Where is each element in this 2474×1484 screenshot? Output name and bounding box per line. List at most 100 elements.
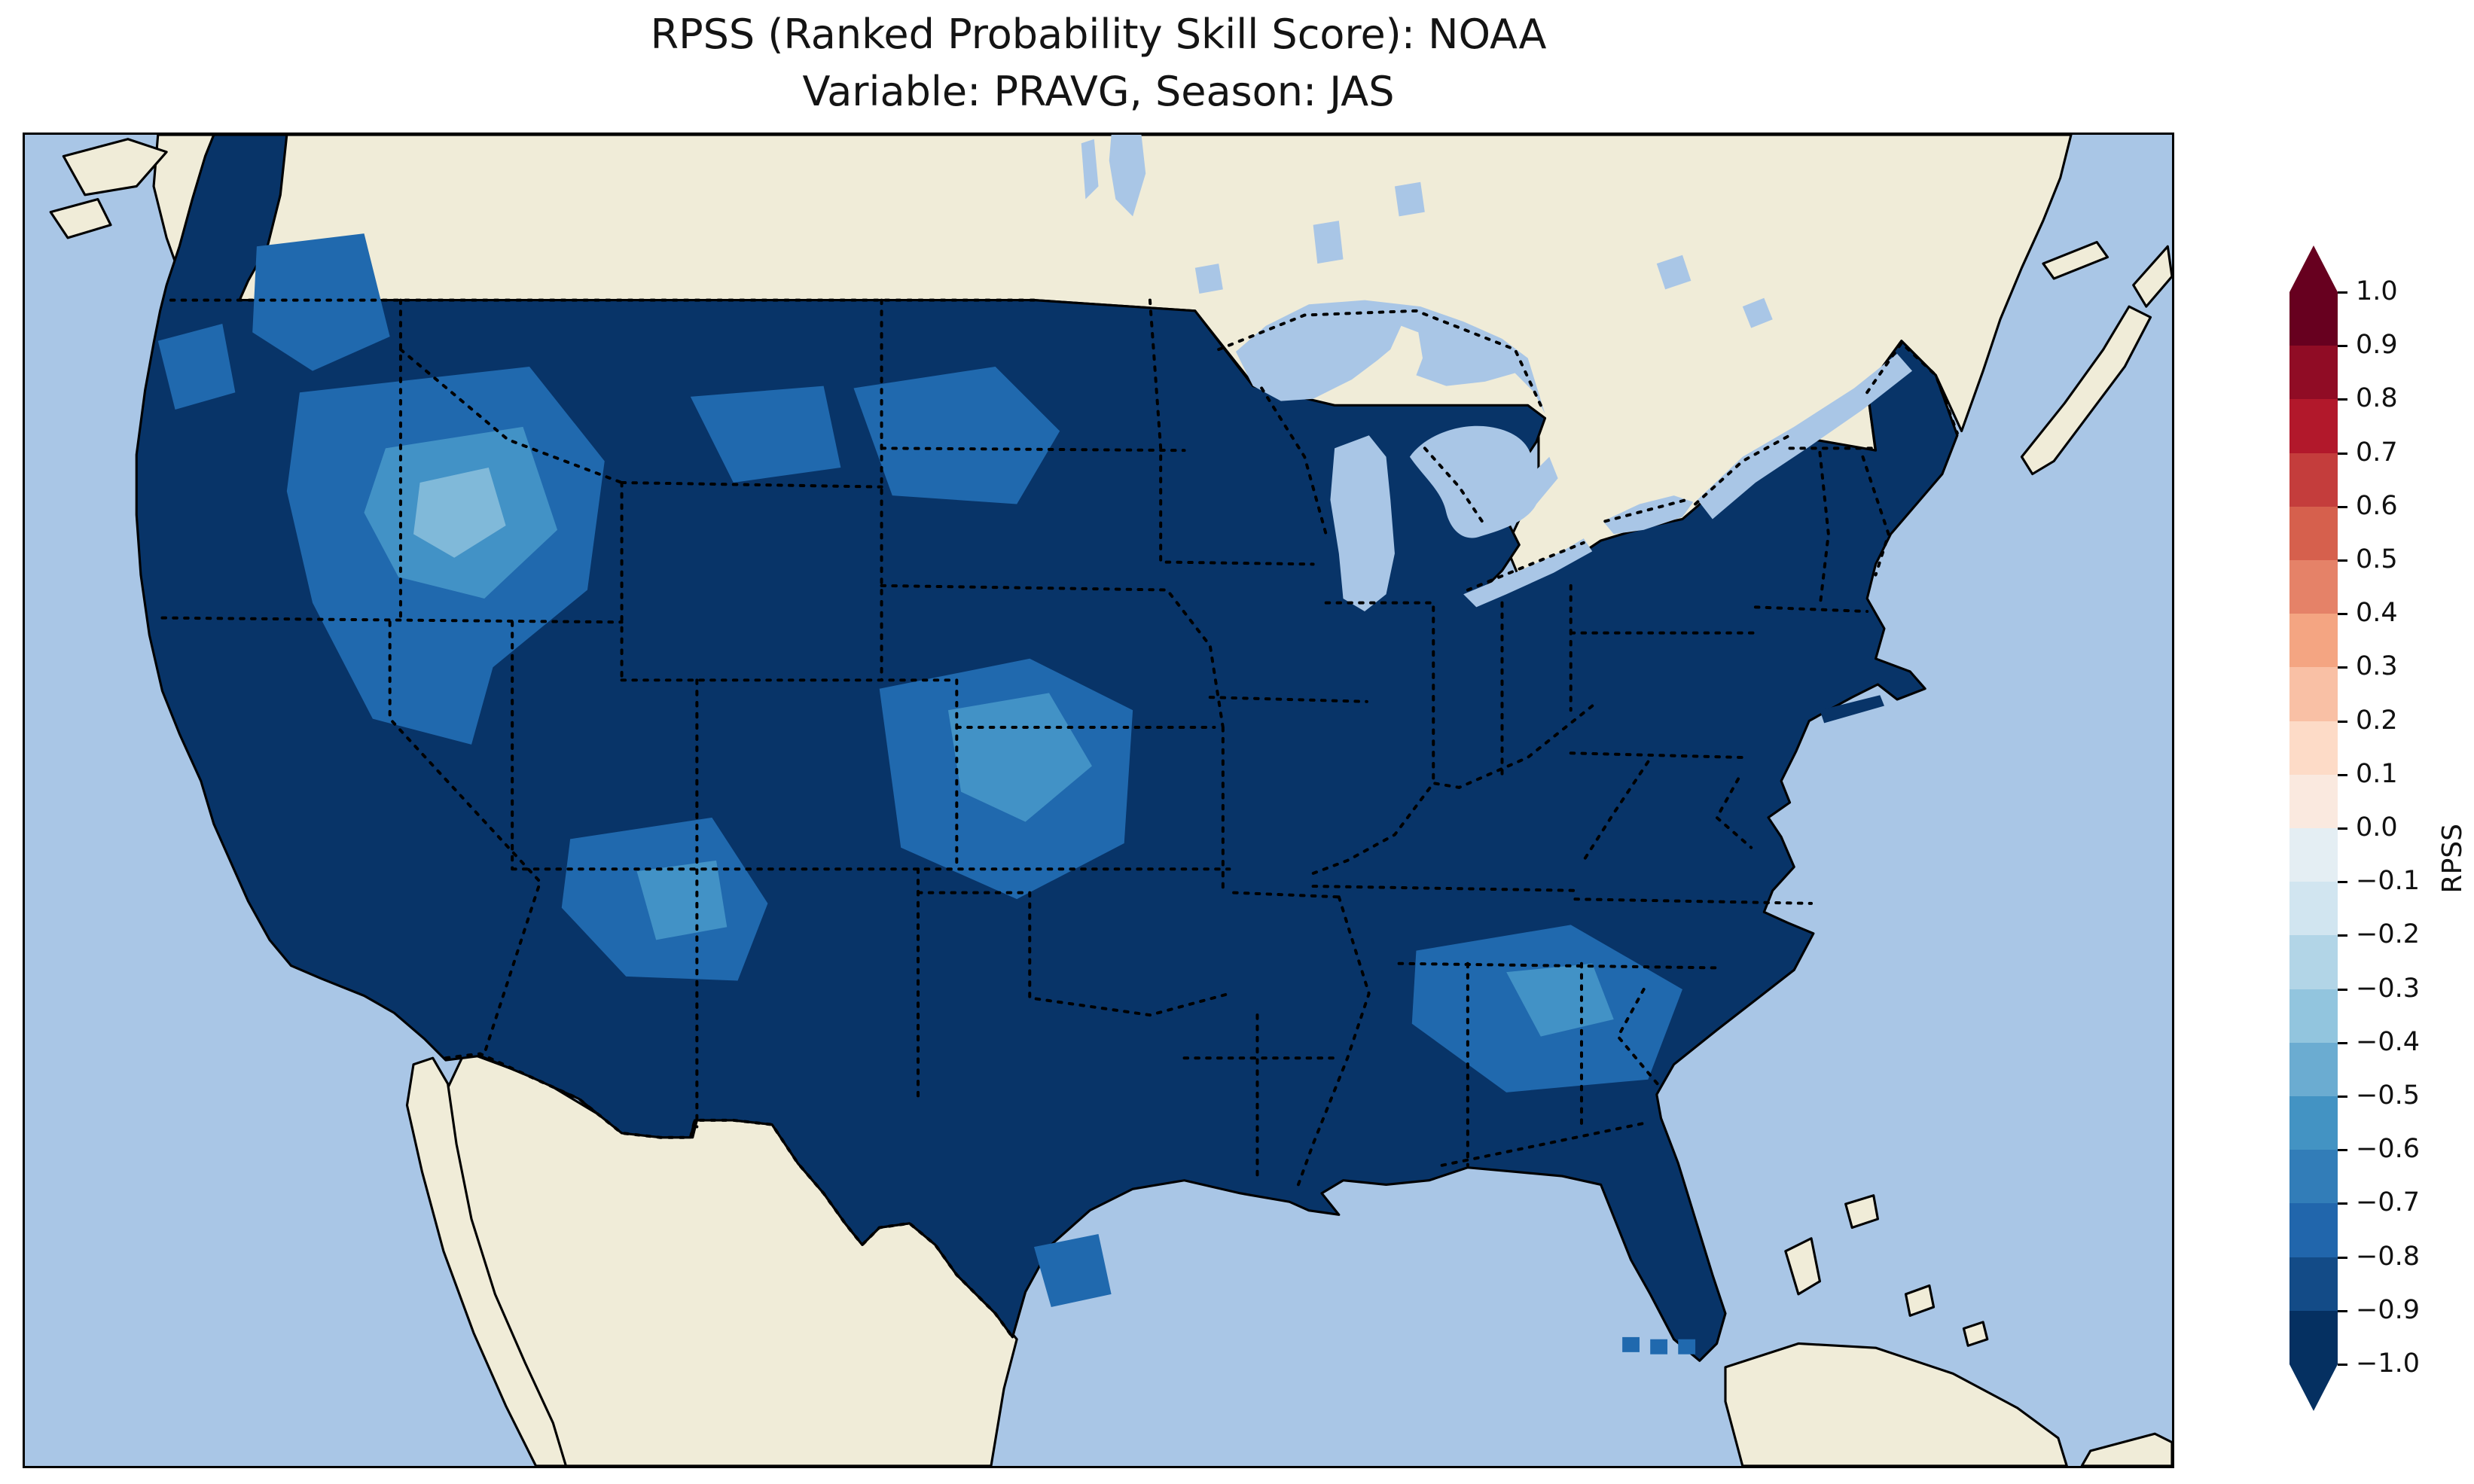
lake-michigan <box>1330 435 1395 612</box>
colorbar-tick-mark <box>2338 291 2347 294</box>
chart-title-block: RPSS (Ranked Probability Skill Score): N… <box>23 6 2174 120</box>
colorbar-tick-mark <box>2338 1202 2347 1205</box>
bahamas-andros <box>1784 1237 1822 1296</box>
colorbar-segment <box>2289 774 2338 829</box>
st-lawrence-river <box>1697 353 1913 520</box>
colorbar-segment <box>2289 614 2338 668</box>
colorbar-tick-label: −1.0 <box>2356 1348 2420 1379</box>
colorbar-extend-min-arrow <box>2289 1364 2338 1411</box>
bahamas-island-2 <box>1844 1194 1879 1230</box>
cuba <box>1724 1342 2068 1466</box>
canada-lake-small-3 <box>1742 297 1773 328</box>
rpss-patch-montana-wyoming-east <box>690 385 841 483</box>
rpss-patch-yellowstone-lightest <box>413 468 506 558</box>
prince-edward-island <box>2042 241 2109 280</box>
chart-subtitle: Variable: PRAVG, Season: JAS <box>802 68 1395 115</box>
long-island <box>1820 695 1884 724</box>
colorbar-tick-mark <box>2338 559 2347 562</box>
colorbar-axis-label: RPSS <box>2437 824 2468 894</box>
colorbar-tick-label: −0.2 <box>2356 919 2420 950</box>
lake-manitoba <box>1081 139 1099 200</box>
chart-title: RPSS (Ranked Probability Skill Score): N… <box>650 11 1547 58</box>
lake-winnipeg <box>1109 135 1146 217</box>
colorbar-segment <box>2289 1257 2338 1311</box>
colorbar-segment <box>2289 989 2338 1043</box>
colorbar-tick-mark <box>2338 666 2347 669</box>
colorbar-ticks: 1.0 0.9 0.8 0.7 0.6 0.5 0.4 0.3 0.2 0.1 0.0 −0.1 −0.… <box>2289 245 2474 1435</box>
colorbar-tick-label: 0.6 <box>2356 490 2398 521</box>
colorbar-tick-label: 0.8 <box>2356 383 2398 414</box>
colorbar-tick-label: −0.3 <box>2356 973 2420 1004</box>
colorbar-tick-label: 0.4 <box>2356 598 2398 629</box>
colorbar-tick-label: −0.1 <box>2356 866 2420 897</box>
colorbar-tick-mark <box>2338 881 2347 884</box>
colorbar-segment <box>2289 1310 2338 1365</box>
baja-california-peninsula <box>405 1056 568 1466</box>
colorbar-tick-label: 0.9 <box>2356 330 2398 361</box>
canada-lake-small-1 <box>1394 181 1425 217</box>
colorbar-tick-mark <box>2338 1041 2347 1044</box>
colorbar-tick-label: 0.2 <box>2356 705 2398 736</box>
colorbar-segment <box>2289 721 2338 775</box>
colorbar-tick-mark <box>2338 988 2347 991</box>
rpss-patch-east-washington <box>252 233 390 371</box>
colorbar-tick-mark <box>2338 773 2347 776</box>
colorbar-tick-label: 0.0 <box>2356 812 2398 843</box>
state-boundaries-dotted <box>160 298 1890 1193</box>
colorbar-segment <box>2289 506 2338 561</box>
colorbar-segment <box>2289 1150 2338 1204</box>
lake-erie <box>1463 538 1593 608</box>
hispaniola <box>2080 1432 2172 1466</box>
lake-of-the-woods <box>1194 264 1223 294</box>
international-borders-dotted <box>444 309 1959 1339</box>
colorbar-segment <box>2289 346 2338 400</box>
vancouver-island <box>62 138 168 197</box>
colorbar-tick-label: −0.9 <box>2356 1294 2420 1325</box>
rpss-patch-nw-washington <box>157 323 236 410</box>
colorbar-tick-label: 0.1 <box>2356 758 2398 789</box>
rpss-patch-south-texas <box>1033 1234 1112 1307</box>
colorbar-segment <box>2289 560 2338 614</box>
colorbar-segment <box>2289 667 2338 721</box>
map-plot-area <box>23 133 2174 1468</box>
colorbar-segment <box>2289 292 2338 346</box>
colorbar-tick-mark <box>2338 1309 2347 1312</box>
florida-keys-cell-3 <box>1678 1339 1696 1354</box>
colorbar: 1.0 0.9 0.8 0.7 0.6 0.5 0.4 0.3 0.2 0.1 0.0 −0.1 −0.… <box>2289 245 2474 1435</box>
colorbar-tick-mark <box>2338 345 2347 348</box>
florida-keys-cell-2 <box>1650 1339 1668 1354</box>
bahamas-island-3 <box>1904 1284 1936 1317</box>
colorbar-tick-label: −0.6 <box>2356 1134 2420 1165</box>
colorbar-tick-label: −0.8 <box>2356 1241 2420 1272</box>
bahamas-island-4 <box>1962 1321 1989 1347</box>
rpss-patch-georgia-light <box>1506 963 1614 1037</box>
colorbar-tick-mark <box>2338 720 2347 723</box>
colorbar-tick-mark <box>2338 934 2347 937</box>
nova-scotia <box>2020 305 2152 476</box>
canada-lake-small-2 <box>1656 254 1692 290</box>
colorbar-segment <box>2289 399 2338 453</box>
colorbar-tick-mark <box>2338 398 2347 401</box>
colorbar-segment <box>2289 828 2338 882</box>
colorbar-tick-mark <box>2338 1149 2347 1152</box>
colorbar-tick-mark <box>2338 1256 2347 1259</box>
colorbar-segment <box>2289 453 2338 507</box>
colorbar-segment <box>2289 935 2338 989</box>
colorbar-gradient <box>2289 292 2338 1365</box>
colorbar-tick-label: 1.0 <box>2356 276 2398 307</box>
lake-superior <box>1235 300 1545 414</box>
colorbar-segment <box>2289 1096 2338 1150</box>
colorbar-tick-mark <box>2338 452 2347 455</box>
colorbar-segment <box>2289 1042 2338 1097</box>
rpss-patch-central-plains-light <box>947 693 1092 822</box>
cape-breton-island <box>2132 245 2172 308</box>
colorbar-tick-mark <box>2338 827 2347 830</box>
rpss-patch-new-mexico-light <box>636 860 728 940</box>
florida-keys-cell-1 <box>1622 1336 1640 1352</box>
colorbar-tick-label: −0.7 <box>2356 1187 2420 1218</box>
colorbar-tick-mark <box>2338 613 2347 616</box>
lake-huron <box>1409 425 1558 538</box>
colorbar-tick-label: 0.5 <box>2356 544 2398 575</box>
colorbar-tick-label: 0.7 <box>2356 437 2398 468</box>
rpss-patch-minnesota-wisconsin <box>853 366 1060 504</box>
